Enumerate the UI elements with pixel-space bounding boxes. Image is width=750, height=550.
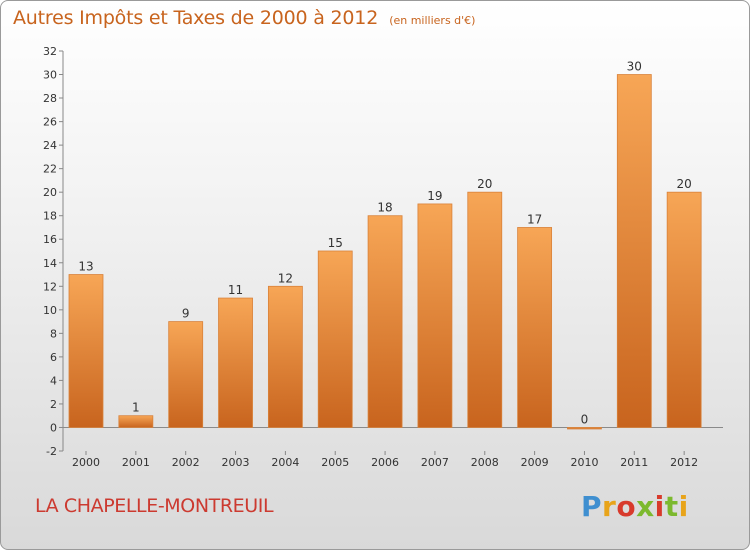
y-tick-label: 16 — [43, 233, 57, 246]
y-tick-label: 28 — [43, 92, 57, 105]
bar-2011 — [616, 74, 652, 428]
bar-2007 — [417, 203, 453, 428]
x-tick-label-2009: 2009 — [521, 456, 549, 469]
x-tick-label-2011: 2011 — [620, 456, 648, 469]
x-tick-label-2007: 2007 — [421, 456, 449, 469]
bar-2004 — [267, 285, 303, 428]
commune-name: LA CHAPELLE-MONTREUIL — [35, 495, 274, 517]
data-label-2007: 19 — [427, 189, 442, 203]
y-tick-label: 22 — [43, 163, 57, 176]
x-tick-label-2008: 2008 — [471, 456, 499, 469]
bar-2001 — [118, 415, 154, 428]
y-tick-label: 12 — [43, 280, 57, 293]
bar-2003 — [218, 297, 253, 428]
chart-subtitle: (en milliers d'€) — [389, 14, 476, 27]
y-tick-label: -2 — [46, 445, 57, 458]
title-block: Autres Impôts et Taxes de 2000 à 2012 (e… — [13, 7, 475, 29]
data-label-2004: 12 — [278, 271, 293, 285]
data-label-2010: 0 — [581, 412, 589, 426]
bar-2002 — [168, 321, 204, 428]
data-label-2000: 13 — [78, 260, 93, 274]
y-tick-label: 24 — [43, 139, 57, 152]
y-tick-label: 0 — [50, 421, 57, 434]
bar-2008 — [467, 191, 503, 428]
y-tick-label: 18 — [43, 210, 57, 223]
x-tick-label-2000: 2000 — [72, 456, 100, 469]
y-tick-label: 32 — [43, 45, 57, 58]
y-tick-label: 4 — [50, 374, 57, 387]
bar-2000 — [68, 274, 104, 428]
data-label-2011: 30 — [627, 60, 642, 74]
x-tick-label-2012: 2012 — [670, 456, 698, 469]
bar-2006 — [367, 215, 403, 428]
data-label-2006: 18 — [377, 201, 392, 215]
data-label-2002: 9 — [182, 307, 190, 321]
x-tick-label-2004: 2004 — [271, 456, 299, 469]
bar-2005 — [317, 250, 353, 428]
y-tick-label: 10 — [43, 304, 57, 317]
data-label-2008: 20 — [477, 177, 492, 191]
data-label-2009: 17 — [527, 212, 542, 226]
y-tick-label: 20 — [43, 186, 57, 199]
y-tick-label: 8 — [50, 327, 57, 340]
bar-2010 — [567, 427, 602, 430]
x-tick-label-2003: 2003 — [222, 456, 250, 469]
data-label-2012: 20 — [677, 177, 692, 191]
x-tick-label-2006: 2006 — [371, 456, 399, 469]
data-label-2003: 11 — [228, 283, 243, 297]
bar-2012 — [666, 191, 702, 428]
data-label-2005: 15 — [328, 236, 343, 250]
chart-title: Autres Impôts et Taxes de 2000 à 2012 — [13, 7, 379, 29]
y-tick-label: 30 — [43, 69, 57, 82]
data-label-2001: 1 — [132, 401, 140, 415]
proxiti-logo: Proxiti — [581, 490, 689, 523]
x-tick-label-2002: 2002 — [172, 456, 200, 469]
x-tick-label-2005: 2005 — [321, 456, 349, 469]
x-tick-label-2010: 2010 — [570, 456, 598, 469]
y-tick-label: 14 — [43, 257, 57, 270]
y-tick-label: 2 — [50, 398, 57, 411]
bar-2009 — [517, 227, 553, 428]
x-tick-label-2001: 2001 — [122, 456, 150, 469]
y-tick-label: 26 — [43, 116, 57, 129]
y-tick-label: 6 — [50, 351, 57, 364]
